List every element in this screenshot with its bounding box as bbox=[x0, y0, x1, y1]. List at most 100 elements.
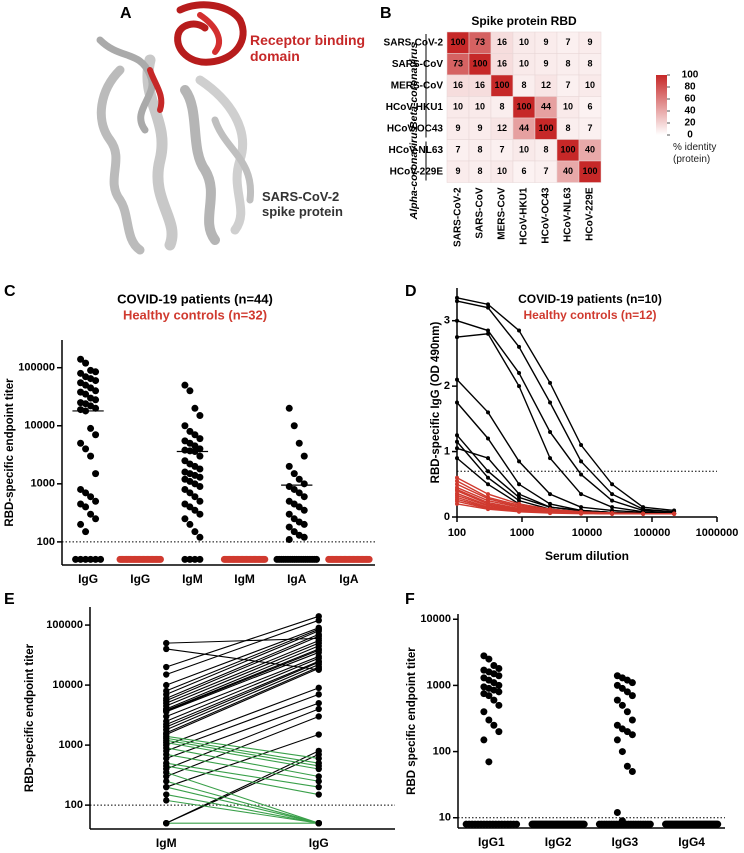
pair-line bbox=[166, 765, 319, 796]
data-point bbox=[618, 701, 626, 709]
column-label: HCoV-OC43 bbox=[541, 187, 552, 244]
cell-label: 10 bbox=[497, 166, 507, 176]
ribbon bbox=[211, 116, 255, 204]
data-point bbox=[517, 459, 522, 464]
data-point bbox=[486, 436, 491, 441]
y-tick-label: 1000 bbox=[59, 739, 83, 751]
colorbar-tick-label: 40 bbox=[684, 106, 696, 117]
pair-line bbox=[166, 794, 319, 824]
pair-line bbox=[166, 630, 319, 695]
data-point bbox=[92, 431, 100, 439]
colorbar-tick-label: 60 bbox=[684, 94, 696, 105]
data-point bbox=[455, 377, 459, 382]
rbd-ribbon bbox=[197, 12, 222, 55]
data-point bbox=[181, 515, 189, 523]
data-point bbox=[548, 511, 553, 516]
y-tick-label: 0 bbox=[444, 511, 450, 523]
cell-label: 9 bbox=[543, 59, 548, 69]
data-point bbox=[163, 819, 170, 827]
cell-label: 100 bbox=[472, 59, 487, 69]
data-point bbox=[486, 456, 491, 461]
y-tick-label: 10 bbox=[439, 812, 451, 824]
x-tick-label: IgG1 bbox=[478, 835, 505, 849]
data-point bbox=[579, 459, 584, 464]
data-point bbox=[517, 509, 522, 514]
data-point bbox=[579, 492, 584, 497]
legend-entry: Healthy controls (n=32) bbox=[123, 307, 267, 322]
pair-line bbox=[166, 742, 319, 770]
x-tick-label: IgA bbox=[287, 572, 307, 586]
cell-label: 8 bbox=[499, 102, 504, 112]
data-point bbox=[191, 493, 199, 501]
cell-label: 8 bbox=[521, 80, 526, 90]
data-point bbox=[455, 318, 459, 323]
cell-label: 8 bbox=[477, 145, 482, 155]
pair-line bbox=[166, 628, 319, 692]
cell-label: 8 bbox=[565, 123, 570, 133]
data-point bbox=[77, 369, 85, 377]
y-tick-label: 10000 bbox=[24, 420, 55, 432]
y-tick-label: 10000 bbox=[420, 613, 451, 625]
x-tick-label: IgG2 bbox=[545, 835, 572, 849]
data-point bbox=[315, 791, 322, 798]
y-tick-label: 100000 bbox=[46, 619, 83, 631]
data-point bbox=[82, 489, 90, 497]
pair-line bbox=[166, 657, 319, 722]
data-point bbox=[300, 506, 308, 514]
x-tick-label: IgG3 bbox=[612, 835, 639, 849]
cell-label: 100 bbox=[560, 145, 575, 155]
data-point bbox=[455, 501, 459, 506]
pair-line bbox=[166, 780, 319, 824]
ribbon bbox=[96, 65, 145, 255]
cell-label: 10 bbox=[475, 102, 485, 112]
data-point bbox=[186, 427, 194, 435]
data-point bbox=[517, 384, 522, 389]
cell-label: 12 bbox=[497, 123, 507, 133]
data-point bbox=[186, 520, 194, 528]
data-point bbox=[315, 765, 322, 773]
row-label: HCoV-OC43 bbox=[387, 123, 444, 134]
data-point bbox=[92, 368, 100, 376]
panel-letter: E bbox=[4, 591, 15, 608]
x-tick-label: IgG bbox=[78, 572, 98, 586]
panel-letter: A bbox=[120, 5, 132, 22]
data-point bbox=[646, 820, 654, 828]
cell-label: 9 bbox=[455, 166, 460, 176]
data-point bbox=[315, 684, 322, 692]
pair-line bbox=[166, 651, 319, 713]
data-point bbox=[181, 485, 189, 493]
x-tick-label: IgM bbox=[182, 572, 203, 586]
y-tick-label: 1000 bbox=[427, 679, 451, 691]
pair-line bbox=[166, 734, 319, 788]
pair-line bbox=[166, 633, 319, 699]
data-point bbox=[77, 520, 85, 528]
group-label: Beta-coronavirus bbox=[408, 42, 420, 129]
colorbar-tick-label: 20 bbox=[684, 118, 696, 129]
data-point bbox=[261, 555, 269, 563]
column-label: HCoV-HKU1 bbox=[519, 187, 530, 245]
data-point bbox=[480, 736, 488, 744]
data-point bbox=[485, 758, 493, 766]
data-point bbox=[517, 498, 522, 503]
rbd-label: Receptor binding domain bbox=[250, 32, 366, 65]
data-point bbox=[92, 387, 100, 395]
data-point bbox=[163, 778, 170, 785]
data-point bbox=[82, 359, 90, 367]
data-point bbox=[163, 708, 170, 715]
data-point bbox=[580, 820, 588, 828]
pair-line bbox=[166, 649, 319, 712]
data-point bbox=[548, 492, 553, 497]
panel-letter: D bbox=[405, 283, 417, 300]
data-point bbox=[548, 380, 553, 385]
pair-line bbox=[166, 687, 319, 746]
data-point bbox=[548, 456, 553, 461]
pair-line bbox=[166, 627, 319, 686]
data-point bbox=[87, 493, 95, 501]
cell-label: 7 bbox=[565, 80, 570, 90]
data-point bbox=[315, 778, 322, 785]
data-point bbox=[163, 797, 170, 804]
data-point bbox=[295, 439, 303, 447]
data-point bbox=[610, 511, 615, 516]
data-point bbox=[618, 748, 626, 756]
